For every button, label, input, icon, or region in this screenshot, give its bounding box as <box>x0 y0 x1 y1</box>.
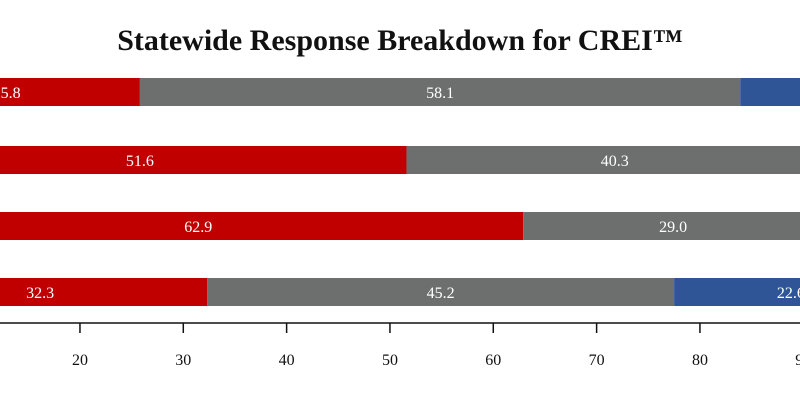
data-label: 32.3 <box>26 285 54 302</box>
data-label: 51.6 <box>126 153 154 170</box>
bar-segment <box>406 146 800 174</box>
data-label: 25.8 <box>0 85 21 102</box>
bar-segment <box>0 278 208 306</box>
x-tick-label: 40 <box>279 352 295 369</box>
bar-segment <box>207 278 675 306</box>
x-tick-label: 90 <box>795 352 800 369</box>
bar-segment <box>139 78 741 106</box>
data-label: 40.3 <box>601 153 629 170</box>
data-label: 29.0 <box>659 219 687 236</box>
bar-segment <box>0 78 140 106</box>
x-tick-label: 20 <box>72 352 88 369</box>
data-label: 22.6 <box>777 285 800 302</box>
x-tick-label: 30 <box>175 352 191 369</box>
bar-segment <box>0 146 407 174</box>
bar-segment <box>674 278 800 306</box>
data-label: 62.9 <box>184 219 212 236</box>
bar-segment <box>740 78 800 106</box>
x-tick-label: 80 <box>692 352 708 369</box>
x-tick-label: 60 <box>485 352 501 369</box>
chart-title: Statewide Response Breakdown for CREI™ <box>117 24 683 57</box>
x-tick-label: 50 <box>382 352 398 369</box>
x-tick-label: 70 <box>589 352 605 369</box>
data-label: 45.2 <box>427 285 455 302</box>
bar-segment <box>523 212 800 240</box>
data-label: 58.1 <box>426 85 454 102</box>
bar-segment <box>0 212 524 240</box>
